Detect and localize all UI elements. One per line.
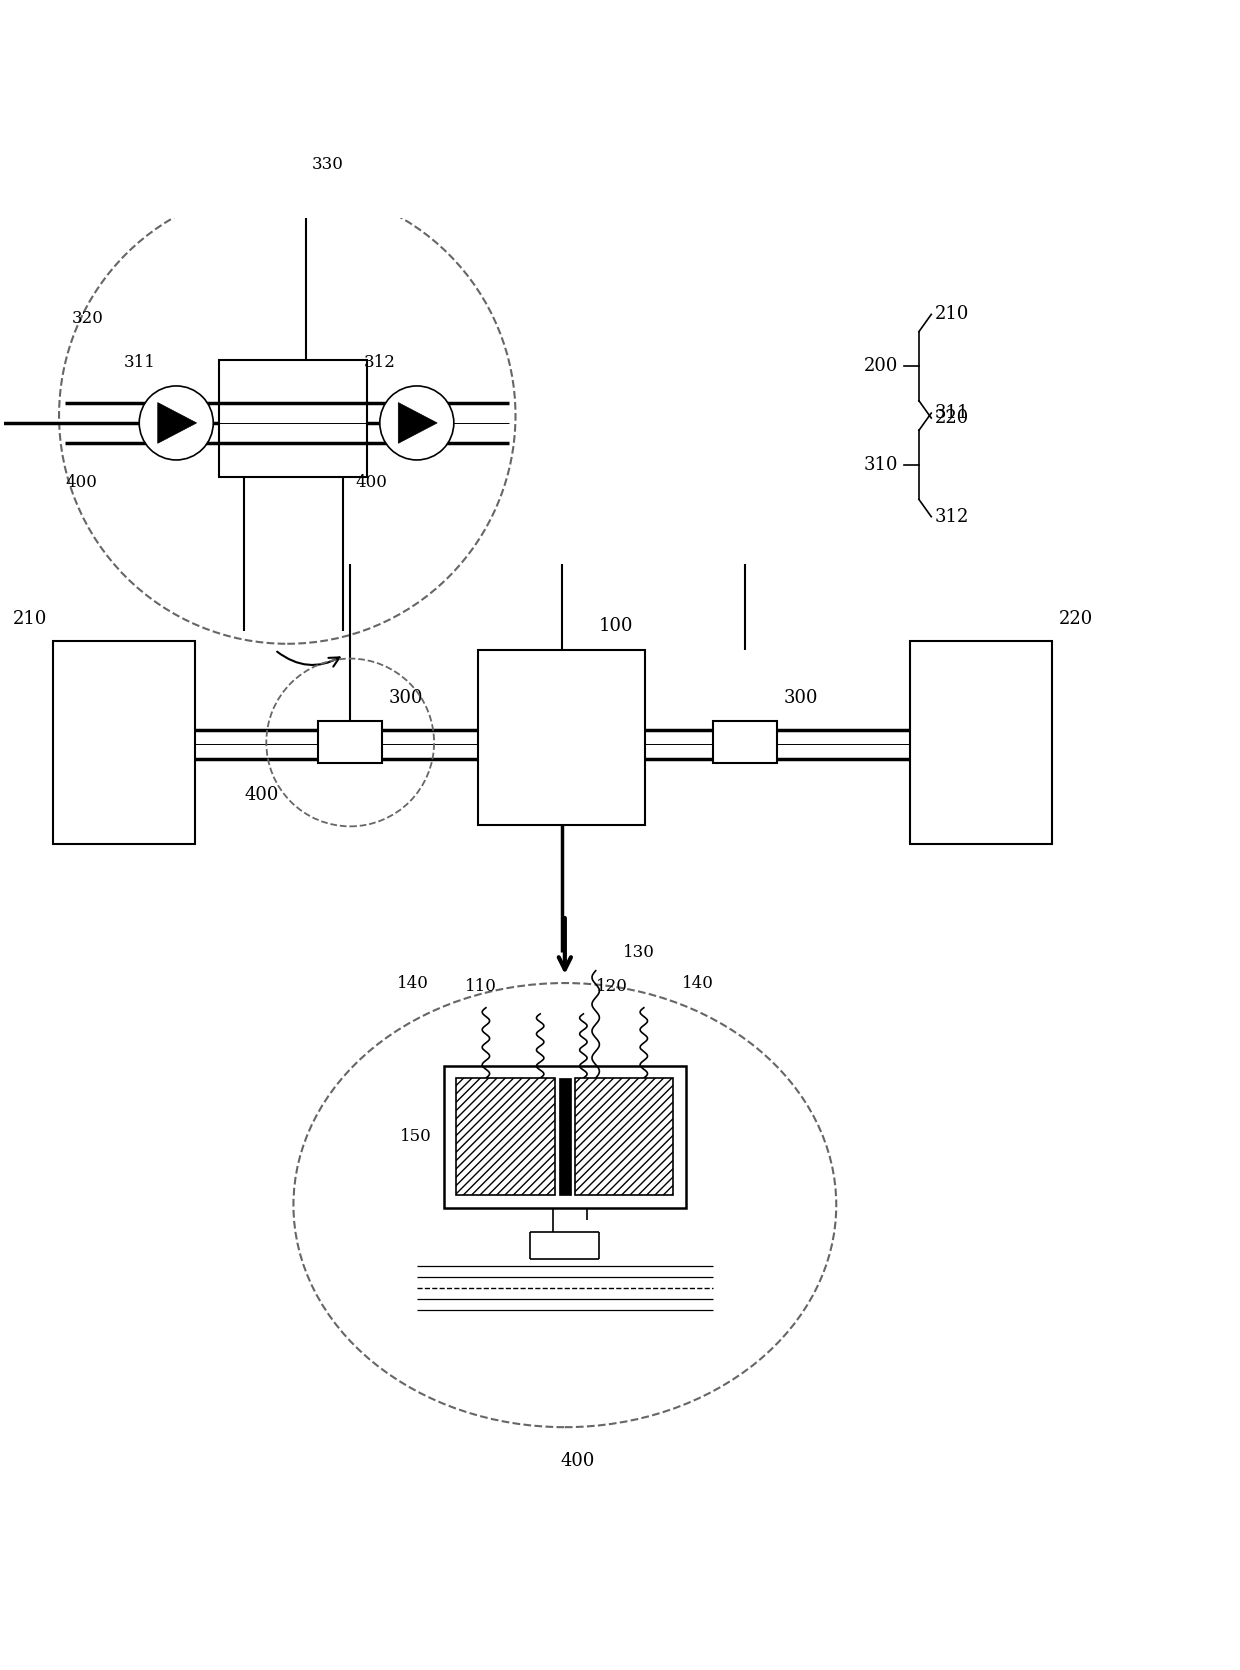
Text: 150: 150 xyxy=(399,1129,432,1146)
Circle shape xyxy=(379,386,454,459)
Text: 320: 320 xyxy=(72,309,103,327)
Text: 130: 130 xyxy=(622,944,655,960)
Text: 300: 300 xyxy=(784,688,817,706)
Text: 210: 210 xyxy=(935,306,970,324)
Circle shape xyxy=(139,386,213,459)
Bar xyxy=(574,1079,673,1196)
Bar xyxy=(479,650,645,825)
Text: 400: 400 xyxy=(560,1451,594,1470)
Text: 220: 220 xyxy=(935,409,970,428)
Text: 400: 400 xyxy=(244,785,279,803)
Text: 400: 400 xyxy=(66,474,97,491)
Bar xyxy=(559,1079,572,1196)
Text: 312: 312 xyxy=(363,354,396,371)
Polygon shape xyxy=(398,402,438,443)
Text: 311: 311 xyxy=(123,354,155,371)
Bar xyxy=(219,361,367,478)
Text: 330: 330 xyxy=(312,155,343,172)
Bar xyxy=(53,641,195,845)
Text: 312: 312 xyxy=(935,508,970,526)
Bar xyxy=(319,721,382,763)
Bar xyxy=(713,721,777,763)
Text: 200: 200 xyxy=(863,357,898,376)
Text: 140: 140 xyxy=(397,975,429,992)
Text: 400: 400 xyxy=(355,474,387,491)
Text: 100: 100 xyxy=(599,618,634,635)
Text: 311: 311 xyxy=(935,404,970,423)
Text: 140: 140 xyxy=(682,975,714,992)
Bar xyxy=(456,1079,556,1196)
Bar xyxy=(910,641,1053,845)
Polygon shape xyxy=(157,402,197,443)
Text: 110: 110 xyxy=(465,979,497,995)
Text: 210: 210 xyxy=(12,610,47,628)
Text: 310: 310 xyxy=(863,456,898,474)
Text: 300: 300 xyxy=(388,688,423,706)
Bar xyxy=(444,1065,686,1207)
Text: 220: 220 xyxy=(1058,610,1092,628)
Text: 120: 120 xyxy=(595,979,627,995)
